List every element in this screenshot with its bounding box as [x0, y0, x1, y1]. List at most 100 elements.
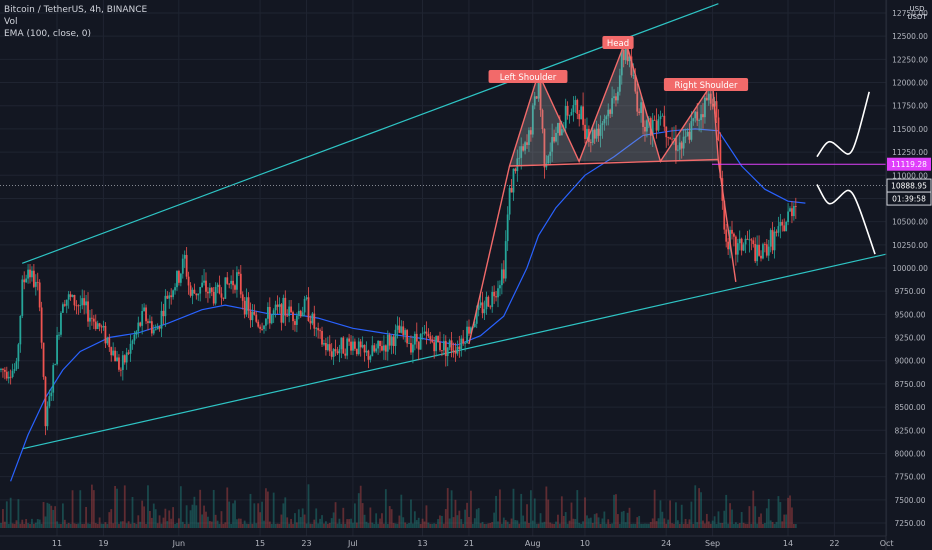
- volume-bar: [439, 515, 441, 528]
- volume-bar: [617, 514, 619, 528]
- candle-body: [228, 283, 231, 285]
- volume-bar: [104, 522, 107, 528]
- candle-body: [464, 343, 467, 344]
- volume-bar: [659, 500, 662, 528]
- volume-bar: [263, 520, 265, 528]
- volume-bar: [19, 523, 22, 528]
- volume-bar: [771, 521, 774, 528]
- volume-bar: [549, 522, 552, 528]
- bullish-projection: [816, 91, 870, 158]
- symbol-title[interactable]: Bitcoin / TetherUS, 4h, BINANCE: [4, 5, 148, 15]
- volume-bar: [137, 515, 140, 528]
- volume-bar: [100, 523, 103, 528]
- candle-body: [630, 56, 633, 76]
- candle-body: [166, 295, 169, 299]
- candle-body: [131, 340, 134, 344]
- candle-body: [313, 313, 316, 329]
- candle-body: [632, 75, 635, 77]
- volume-bar: [506, 521, 509, 528]
- volume-bar: [247, 523, 250, 528]
- volume-bar: [618, 523, 621, 528]
- candle-body: [553, 137, 555, 142]
- bearish-projection: [816, 184, 876, 255]
- candle-body: [332, 349, 335, 357]
- candle-body: [506, 214, 509, 242]
- candle-body: [396, 325, 399, 330]
- candle-body: [628, 56, 631, 62]
- volume-bar: [0, 522, 2, 528]
- candle-body: [487, 296, 490, 307]
- volume-bar: [564, 512, 567, 528]
- candle-body: [655, 120, 658, 131]
- volume-bar: [704, 523, 706, 528]
- volume-indicator-label[interactable]: Vol: [4, 17, 18, 27]
- volume-bar: [535, 523, 538, 528]
- head-shoulders-pattern: Left Shoulder Head Right Shoulder: [468, 36, 749, 345]
- volume-bar: [92, 490, 95, 528]
- ema-indicator-label[interactable]: EMA (100, close, 0): [4, 29, 92, 39]
- volume-bar: [663, 518, 666, 528]
- volume-bar: [288, 523, 291, 528]
- volume-bar: [408, 523, 410, 528]
- volume-bar: [220, 511, 223, 528]
- candle-body: [535, 96, 538, 99]
- candle-body: [678, 142, 681, 150]
- volume-bar: [756, 523, 759, 528]
- volume-bar: [667, 519, 670, 528]
- volume-bar: [311, 523, 314, 528]
- volume-bar: [754, 506, 757, 528]
- volume-bar: [355, 522, 358, 528]
- candle-body: [454, 350, 457, 354]
- volume-bar: [499, 489, 501, 528]
- volume-bar: [624, 522, 627, 528]
- candle-body: [771, 230, 774, 251]
- volume-bar: [56, 521, 58, 528]
- volume-bar: [239, 518, 242, 528]
- volume-bar: [27, 523, 29, 528]
- candle-body: [292, 312, 294, 322]
- candle-body: [230, 280, 233, 284]
- candle-body: [108, 337, 111, 348]
- candle-body: [680, 142, 683, 149]
- volume-histogram: [0, 484, 797, 528]
- volume-bar: [245, 523, 248, 528]
- candle-body: [709, 93, 712, 104]
- candle-body: [239, 273, 242, 295]
- volume-bar: [682, 523, 685, 528]
- volume-bar: [646, 523, 648, 528]
- candle-body: [210, 287, 213, 292]
- candle-body: [582, 106, 584, 125]
- time-axis[interactable]: 11 19 Jun 15 23 Jul 13 21 Aug 10 24 Sep 14 22 Oct: [0, 535, 894, 548]
- volume-bar: [729, 503, 731, 528]
- candle-body: [756, 244, 759, 262]
- currency-label[interactable]: USD USDT: [904, 5, 930, 21]
- volume-bar: [605, 523, 608, 528]
- volume-bar: [423, 521, 426, 528]
- price-tick-label: 12000.00: [892, 79, 928, 88]
- candle-body: [79, 305, 82, 307]
- candle-body: [365, 350, 368, 353]
- volume-bar: [85, 506, 87, 528]
- volume-bar: [50, 505, 53, 528]
- candle-body: [707, 93, 710, 101]
- volume-bar: [452, 517, 455, 528]
- candle-body: [13, 369, 16, 371]
- volume-bar: [557, 514, 559, 528]
- volume-bar: [444, 509, 447, 528]
- candle-body: [100, 326, 103, 328]
- candle-body: [605, 116, 608, 120]
- volume-bar: [609, 523, 612, 528]
- volume-bar: [25, 519, 28, 528]
- currency-line-2: USDT: [907, 13, 927, 21]
- volume-bar: [711, 520, 714, 528]
- volume-bar: [437, 519, 439, 528]
- candle-body: [667, 137, 670, 138]
- candle-body: [792, 206, 795, 217]
- candle-body: [528, 130, 530, 145]
- candle-body: [529, 130, 532, 135]
- volume-bar: [379, 518, 381, 528]
- volume-bar: [352, 522, 354, 528]
- volume-bar: [669, 500, 672, 528]
- volume-bar: [253, 503, 256, 528]
